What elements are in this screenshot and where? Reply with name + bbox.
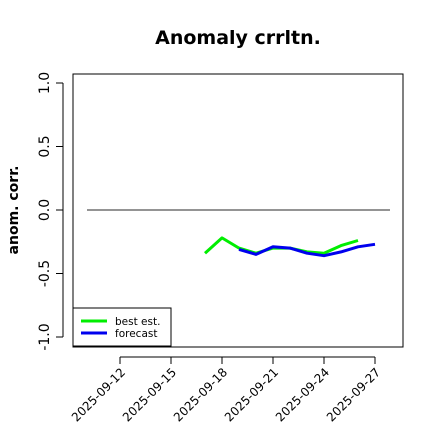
legend-label: forecast <box>115 328 157 340</box>
series-group <box>203 236 376 258</box>
x-axis: 2025-09-122025-09-152025-09-182025-09-21… <box>69 356 383 424</box>
y-tick-label: 0.5 <box>37 135 53 157</box>
x-tick-label: 2025-09-12 <box>69 365 128 424</box>
legend: best est.forecast <box>72 307 172 347</box>
x-tick-label: 2025-09-21 <box>222 365 281 424</box>
chart-title: Anomaly crrltn. <box>155 27 321 49</box>
x-tick-label: 2025-09-27 <box>324 365 383 424</box>
legend-label: best est. <box>115 316 160 328</box>
series-line-best-estimate <box>203 236 359 255</box>
x-tick-label: 2025-09-24 <box>273 365 332 424</box>
x-tick-label: 2025-09-18 <box>171 365 230 424</box>
y-tick-label: -0.5 <box>37 260 53 287</box>
y-axis: -1.0 -0.5 0.0 0.5 1.0 <box>37 72 64 351</box>
y-tick-label: -1.0 <box>37 323 53 350</box>
legend-box <box>72 307 172 347</box>
plot-frame <box>72 73 404 348</box>
y-tick-label: 0.0 <box>37 199 53 221</box>
x-tick-label: 2025-09-15 <box>120 365 179 424</box>
y-tick-label: 1.0 <box>37 72 53 94</box>
y-axis-label: anom. corr. <box>6 166 22 255</box>
series-line-forecast <box>238 242 376 258</box>
